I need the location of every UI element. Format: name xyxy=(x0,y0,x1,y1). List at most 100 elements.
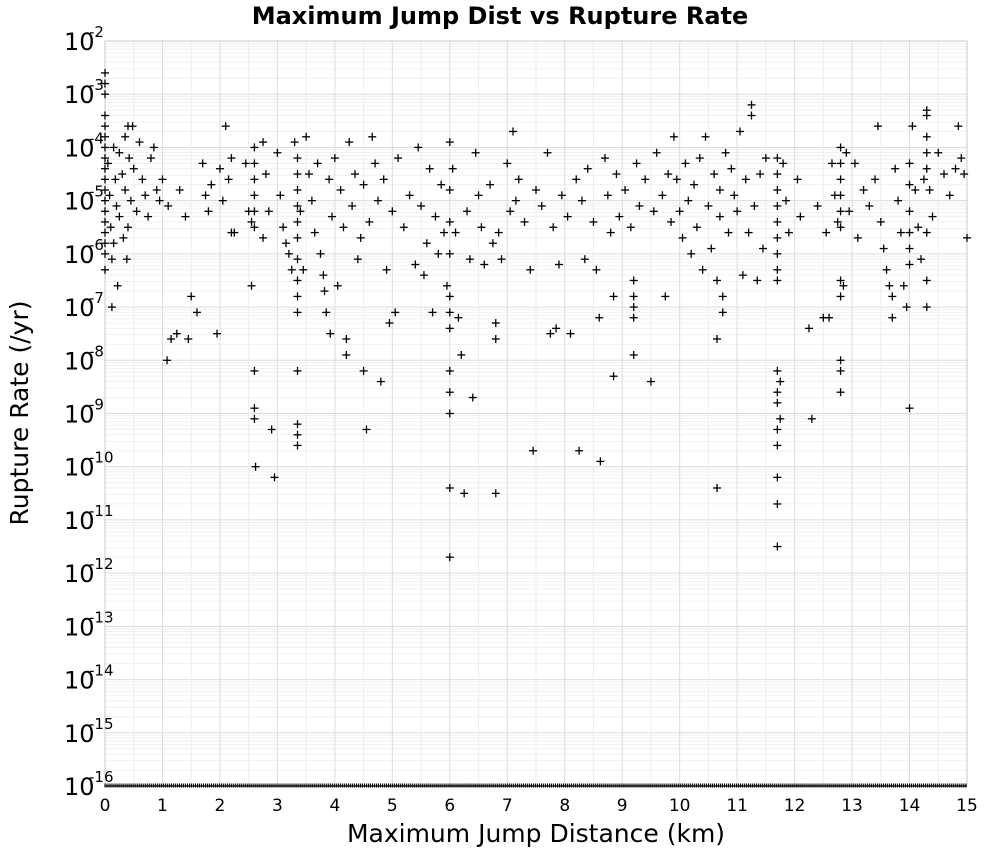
data-point xyxy=(701,132,710,141)
data-point xyxy=(101,122,109,131)
data-point xyxy=(773,276,782,285)
data-point xyxy=(101,217,109,226)
data-point xyxy=(879,244,888,253)
data-point xyxy=(661,292,670,301)
data-point xyxy=(101,154,109,163)
data-point xyxy=(333,281,342,290)
data-point xyxy=(382,265,391,274)
data-point xyxy=(692,223,701,232)
data-point xyxy=(922,132,931,141)
y-tick-label: 10 xyxy=(64,294,95,322)
data-point xyxy=(101,175,109,184)
data-point xyxy=(865,201,874,210)
data-point xyxy=(158,175,167,184)
data-point xyxy=(885,281,894,290)
data-point xyxy=(474,191,483,200)
data-point xyxy=(922,228,931,237)
data-point xyxy=(922,111,931,120)
data-point xyxy=(227,154,236,163)
data-point xyxy=(107,255,116,264)
data-point xyxy=(270,473,279,482)
y-tick-label: 10 xyxy=(64,667,95,695)
data-point xyxy=(359,366,368,375)
data-point xyxy=(385,319,394,328)
data-point xyxy=(532,186,540,194)
data-point xyxy=(896,228,905,237)
data-point xyxy=(293,420,302,429)
data-point xyxy=(293,154,302,163)
data-point xyxy=(146,154,155,163)
data-point xyxy=(960,170,969,179)
x-tick-label: 14 xyxy=(899,796,921,816)
data-point xyxy=(215,164,224,173)
data-point xyxy=(836,159,845,168)
data-point xyxy=(911,186,920,194)
data-point xyxy=(287,265,296,274)
data-point xyxy=(713,335,722,343)
y-tick-exponent: -9 xyxy=(89,396,104,414)
data-point xyxy=(922,303,931,312)
data-point xyxy=(259,138,268,147)
data-point xyxy=(922,276,931,285)
data-point xyxy=(293,430,302,439)
data-point xyxy=(101,111,109,120)
data-point xyxy=(307,196,316,205)
data-point xyxy=(138,175,147,184)
x-tick-label: 3 xyxy=(272,796,283,816)
data-point xyxy=(201,191,210,200)
data-point xyxy=(163,356,172,365)
data-point xyxy=(128,122,137,131)
data-point xyxy=(320,287,329,296)
data-point xyxy=(876,217,885,226)
data-point xyxy=(609,292,618,301)
data-point xyxy=(290,138,299,147)
y-tick-label: 10 xyxy=(64,81,95,109)
data-point xyxy=(871,175,880,184)
data-point xyxy=(827,159,836,168)
data-point xyxy=(718,292,727,301)
data-point xyxy=(836,143,845,152)
data-point xyxy=(698,265,707,274)
data-point xyxy=(112,201,121,210)
data-point xyxy=(325,175,334,184)
data-point xyxy=(511,196,520,205)
data-point xyxy=(373,196,382,205)
data-point xyxy=(106,223,115,232)
data-point xyxy=(445,553,454,562)
data-point xyxy=(376,377,385,386)
data-point xyxy=(690,180,699,189)
data-point xyxy=(934,148,943,157)
data-point xyxy=(293,233,302,242)
data-point xyxy=(899,281,908,290)
data-point xyxy=(371,159,380,168)
chart-title: Maximum Jump Dist vs Rupture Rate xyxy=(251,2,749,30)
data-point xyxy=(101,207,109,216)
data-point xyxy=(471,148,480,157)
data-point xyxy=(155,196,164,205)
data-point xyxy=(342,335,351,343)
data-point xyxy=(652,148,661,157)
data-point xyxy=(773,233,782,242)
data-point xyxy=(101,228,109,237)
data-point xyxy=(359,180,368,189)
data-point xyxy=(514,175,523,184)
data-point xyxy=(101,132,109,141)
data-point xyxy=(600,154,609,163)
data-point xyxy=(509,127,518,136)
data-point xyxy=(750,201,759,210)
data-point xyxy=(667,217,676,226)
data-point xyxy=(250,207,259,216)
data-point xyxy=(213,329,222,338)
data-point xyxy=(362,425,371,434)
y-tick-exponent: -16 xyxy=(89,768,114,786)
data-point xyxy=(914,223,923,232)
data-point xyxy=(399,223,408,232)
data-point xyxy=(727,164,736,173)
data-point xyxy=(111,175,120,184)
data-point xyxy=(445,484,454,492)
data-point xyxy=(773,441,782,450)
data-point xyxy=(101,143,109,152)
x-tick-label: 11 xyxy=(726,796,748,816)
data-point xyxy=(793,175,802,184)
